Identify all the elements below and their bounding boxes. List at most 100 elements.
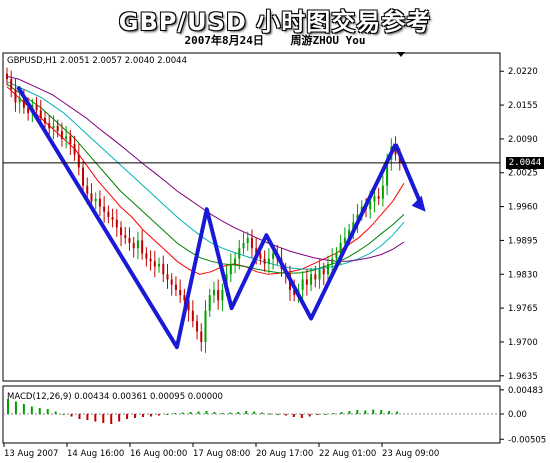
macd-tick-label: 0.00 [508,410,527,420]
candle-body [242,243,245,249]
macd-info: MACD(12,26,9) 0.00434 0.00361 0.00095 0.… [7,392,223,402]
time-tick-label: 20 Aug 17:00 [256,449,313,459]
current-price-label: 2.0044 [506,156,544,169]
macd-bar [78,414,81,419]
candle-body [217,289,220,301]
candle-body [196,321,199,332]
candle-body [187,300,190,311]
macd-bar [205,411,208,414]
macd-bar [372,409,375,414]
macd-bar [261,412,264,414]
macd-bar [276,414,279,415]
candle-body [90,193,93,202]
macd-bar [30,406,33,414]
forecast-arrow [393,143,424,207]
candle-body [153,261,156,267]
macd-bar [62,414,65,415]
macd-bar [94,414,97,422]
candle-body [166,274,169,280]
macd-bar [340,412,343,414]
candle-body [263,258,266,264]
macd-bar [126,414,129,419]
macd-bar [22,404,25,414]
candle-body [60,131,63,139]
candle-body [124,235,127,238]
candle-body [381,185,384,199]
candle-body [141,240,144,254]
price-tick-label: 2.0090 [508,135,538,145]
moving-average-line [6,86,405,275]
candle-body [44,118,47,124]
candle-body [301,279,304,290]
candle-body [250,237,253,249]
candle-body [310,274,313,285]
candle-body [73,144,76,155]
candle-body [183,295,186,301]
macd-bar [86,414,89,420]
macd-bar [38,408,41,414]
price-tick-label: 1.9635 [508,372,538,382]
macd-tick-label: -0.00505 [508,435,546,445]
time-tick-label: 23 Aug 09:00 [382,449,439,459]
macd-bar [284,414,287,416]
candle-body [162,263,165,275]
macd-histogram [3,399,500,424]
macd-bar [173,413,176,414]
candle-body [343,237,346,244]
candle-body [52,125,55,129]
time-tick-label: 17 Aug 08:00 [193,449,250,459]
price-tick-label: 2.0025 [508,169,538,179]
macd-bar [110,414,113,424]
candle-body [331,258,334,264]
price-axis: 2.0220 2.0155 2.0090 2.0025 1.9960 1.9895 1.98… [500,67,538,382]
candle-body [322,269,325,275]
price-tick-label: 1.9700 [508,338,538,348]
candle-body [170,279,173,285]
price-tick-label: 1.9960 [508,203,538,213]
candle-body [394,146,397,155]
candle-body [229,263,232,275]
macd-bar [245,411,248,414]
macd-bar [300,414,303,418]
macd-bar [308,414,311,417]
macd-bar [102,414,105,423]
candle-body [373,196,376,202]
page-title: GBP/USD 小时图交易参考 [118,8,432,36]
wave-path [16,85,398,350]
candle-body [39,110,42,119]
macd-bar [165,414,168,415]
candle-body [204,310,207,342]
candle-body [18,97,21,103]
candle-body [103,206,106,212]
macd-bar [134,414,137,418]
macd-bar [348,411,351,414]
macd-axis: 0.00483 0.00 -0.00505 [500,386,546,445]
candle-body [174,284,177,290]
candle-body [212,289,215,296]
candle-body [246,237,249,244]
date-label: 2007年8月24日 [184,34,264,47]
candle-body [377,196,380,199]
candle-body [69,136,72,145]
candle-body [136,240,139,249]
page-subtitle: 2007年8月24日 周游ZHOU You [0,32,550,48]
candle-body [386,159,389,186]
candle-body [208,295,211,311]
candle-body [65,136,68,139]
candle-body [369,201,372,210]
candle-body [352,222,355,231]
macd-bar [364,410,367,414]
candle-body [145,253,148,259]
time-tick-label: 14 Aug 16:00 [67,449,124,459]
candle-body [255,248,258,254]
wave-annotation [16,85,426,350]
candle-body [293,289,296,296]
time-axis: 13 Aug 2007 14 Aug 16:00 16 Aug 00:00 17 Au… [3,443,439,459]
candle-body [272,253,275,259]
macd-bar [118,414,121,422]
macd-bar [396,411,399,414]
candle-body [158,263,161,267]
candle-body [326,263,329,275]
candle-body [259,253,262,259]
